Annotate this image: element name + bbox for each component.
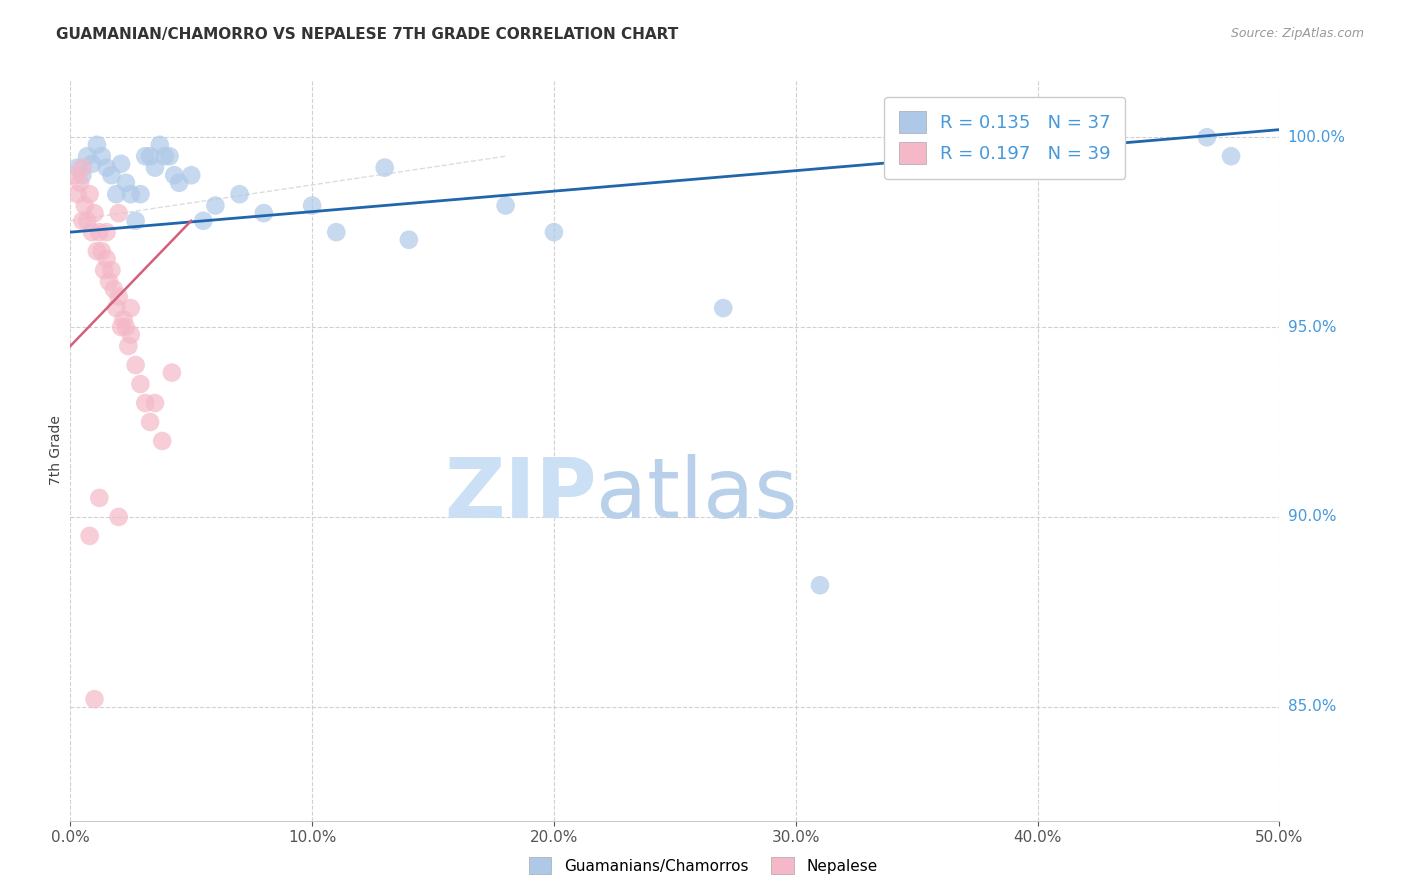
Point [139,415,162,429]
Point [134,149,156,163]
Point [228,187,250,202]
Point [167,176,190,190]
Point [79,187,101,202]
Point [124,358,146,372]
Point [180,168,202,182]
Point [107,206,129,220]
Point [76,213,98,227]
Point [325,225,347,239]
Point [63,168,86,182]
Point [83,206,105,220]
Point [73,198,96,212]
Point [1195,130,1218,145]
Point [89,491,111,505]
Point [495,198,517,212]
Point [76,149,98,163]
Point [193,213,215,227]
Point [72,161,94,175]
Text: 95.0%: 95.0% [1288,319,1336,334]
Legend: R = 0.135   N = 37, R = 0.197   N = 39: R = 0.135 N = 37, R = 0.197 N = 39 [884,96,1125,178]
Point [117,339,139,353]
Point [120,187,142,202]
Point [80,157,103,171]
Point [72,168,94,182]
Point [110,157,132,171]
Point [160,366,183,380]
Text: ZIP: ZIP [444,454,596,535]
Point [90,244,112,259]
Point [153,149,176,163]
Point [143,396,166,410]
Text: GUAMANIAN/CHAMORRO VS NEPALESE 7TH GRADE CORRELATION CHART: GUAMANIAN/CHAMORRO VS NEPALESE 7TH GRADE… [56,27,679,42]
Point [66,187,89,202]
Point [112,312,135,326]
Text: 100.0%: 100.0% [1288,129,1346,145]
Point [105,301,128,315]
Point [1220,149,1243,163]
Point [398,233,420,247]
Point [120,327,142,342]
Point [159,149,181,163]
Point [129,377,152,392]
Point [107,290,129,304]
Text: Source: ZipAtlas.com: Source: ZipAtlas.com [1230,27,1364,40]
Point [301,198,323,212]
Point [96,252,118,266]
Point [115,320,138,334]
Point [79,529,101,543]
Point [139,149,162,163]
Point [80,225,103,239]
Point [204,198,226,212]
Point [149,137,172,152]
Point [89,225,111,239]
Point [543,225,565,239]
Point [66,161,89,175]
Point [103,282,125,296]
Point [69,176,91,190]
Point [72,213,94,227]
Point [90,149,112,163]
Point [110,320,132,334]
Point [100,168,122,182]
Text: 85.0%: 85.0% [1288,699,1336,714]
Point [253,206,276,220]
Point [120,301,142,315]
Text: 90.0%: 90.0% [1288,509,1336,524]
Point [98,275,121,289]
Point [83,692,105,706]
Point [711,301,734,315]
Point [124,213,146,227]
Point [143,161,166,175]
Point [93,263,115,277]
Point [115,176,138,190]
Point [163,168,186,182]
Legend: Guamanians/Chamorros, Nepalese: Guamanians/Chamorros, Nepalese [523,851,883,880]
Point [105,187,128,202]
Y-axis label: 7th Grade: 7th Grade [49,416,63,485]
Point [808,578,831,592]
Point [129,187,152,202]
Point [86,137,108,152]
Point [374,161,396,175]
Point [96,161,118,175]
Point [107,509,129,524]
Point [134,396,156,410]
Text: atlas: atlas [596,454,799,535]
Point [100,263,122,277]
Point [86,244,108,259]
Point [150,434,173,448]
Point [96,225,118,239]
